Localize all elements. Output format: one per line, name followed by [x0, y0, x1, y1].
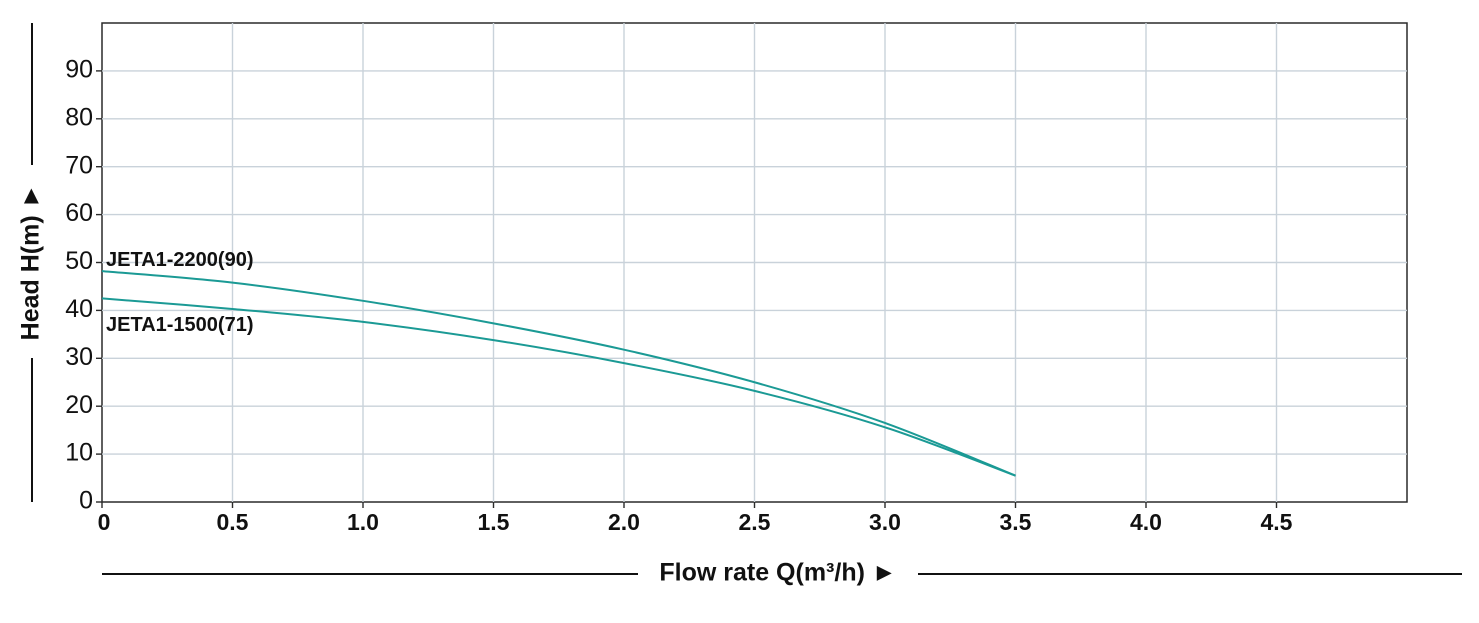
- series-label-1500: JETA1-1500(71): [106, 314, 253, 336]
- y-tick-label: 20: [65, 391, 93, 419]
- x-axis-ticks: 0 0.5 1.0 1.5 2.0 2.5 3.0 3.5 4.0 4.5: [98, 502, 1293, 535]
- y-tick-label: 60: [65, 199, 93, 227]
- grid: [102, 23, 1407, 502]
- x-tick-label: 0.5: [217, 509, 249, 535]
- y-axis-ticks: 0 10 20 30 40 50 60 70 80 90: [65, 56, 102, 515]
- y-tick-label: 0: [79, 487, 93, 515]
- x-tick-label: 2.5: [739, 509, 771, 535]
- x-tick-label: 1.0: [347, 509, 379, 535]
- series-lines: [101, 270, 1016, 477]
- y-axis-title: Head H(m) ►: [17, 184, 45, 341]
- series-line-0: [101, 270, 1016, 477]
- x-tick-label: 3.0: [869, 509, 901, 535]
- y-tick-label: 40: [65, 295, 93, 323]
- x-tick-label: 4.5: [1261, 509, 1293, 535]
- y-tick-label: 80: [65, 103, 93, 131]
- series-label-2200: JETA1-2200(90): [106, 249, 253, 271]
- x-tick-label: 1.5: [478, 509, 510, 535]
- y-tick-label: 50: [65, 247, 93, 275]
- x-tick-label: 0: [98, 509, 111, 535]
- x-tick-label: 3.5: [1000, 509, 1032, 535]
- x-tick-label: 2.0: [608, 509, 640, 535]
- y-tick-label: 90: [65, 56, 93, 84]
- y-tick-label: 70: [65, 151, 93, 179]
- x-tick-label: 4.0: [1130, 509, 1162, 535]
- x-axis-title: Flow rate Q(m³/h) ►: [659, 559, 896, 587]
- y-tick-label: 30: [65, 343, 93, 371]
- series-line-1: [101, 297, 1016, 477]
- y-tick-label: 10: [65, 439, 93, 467]
